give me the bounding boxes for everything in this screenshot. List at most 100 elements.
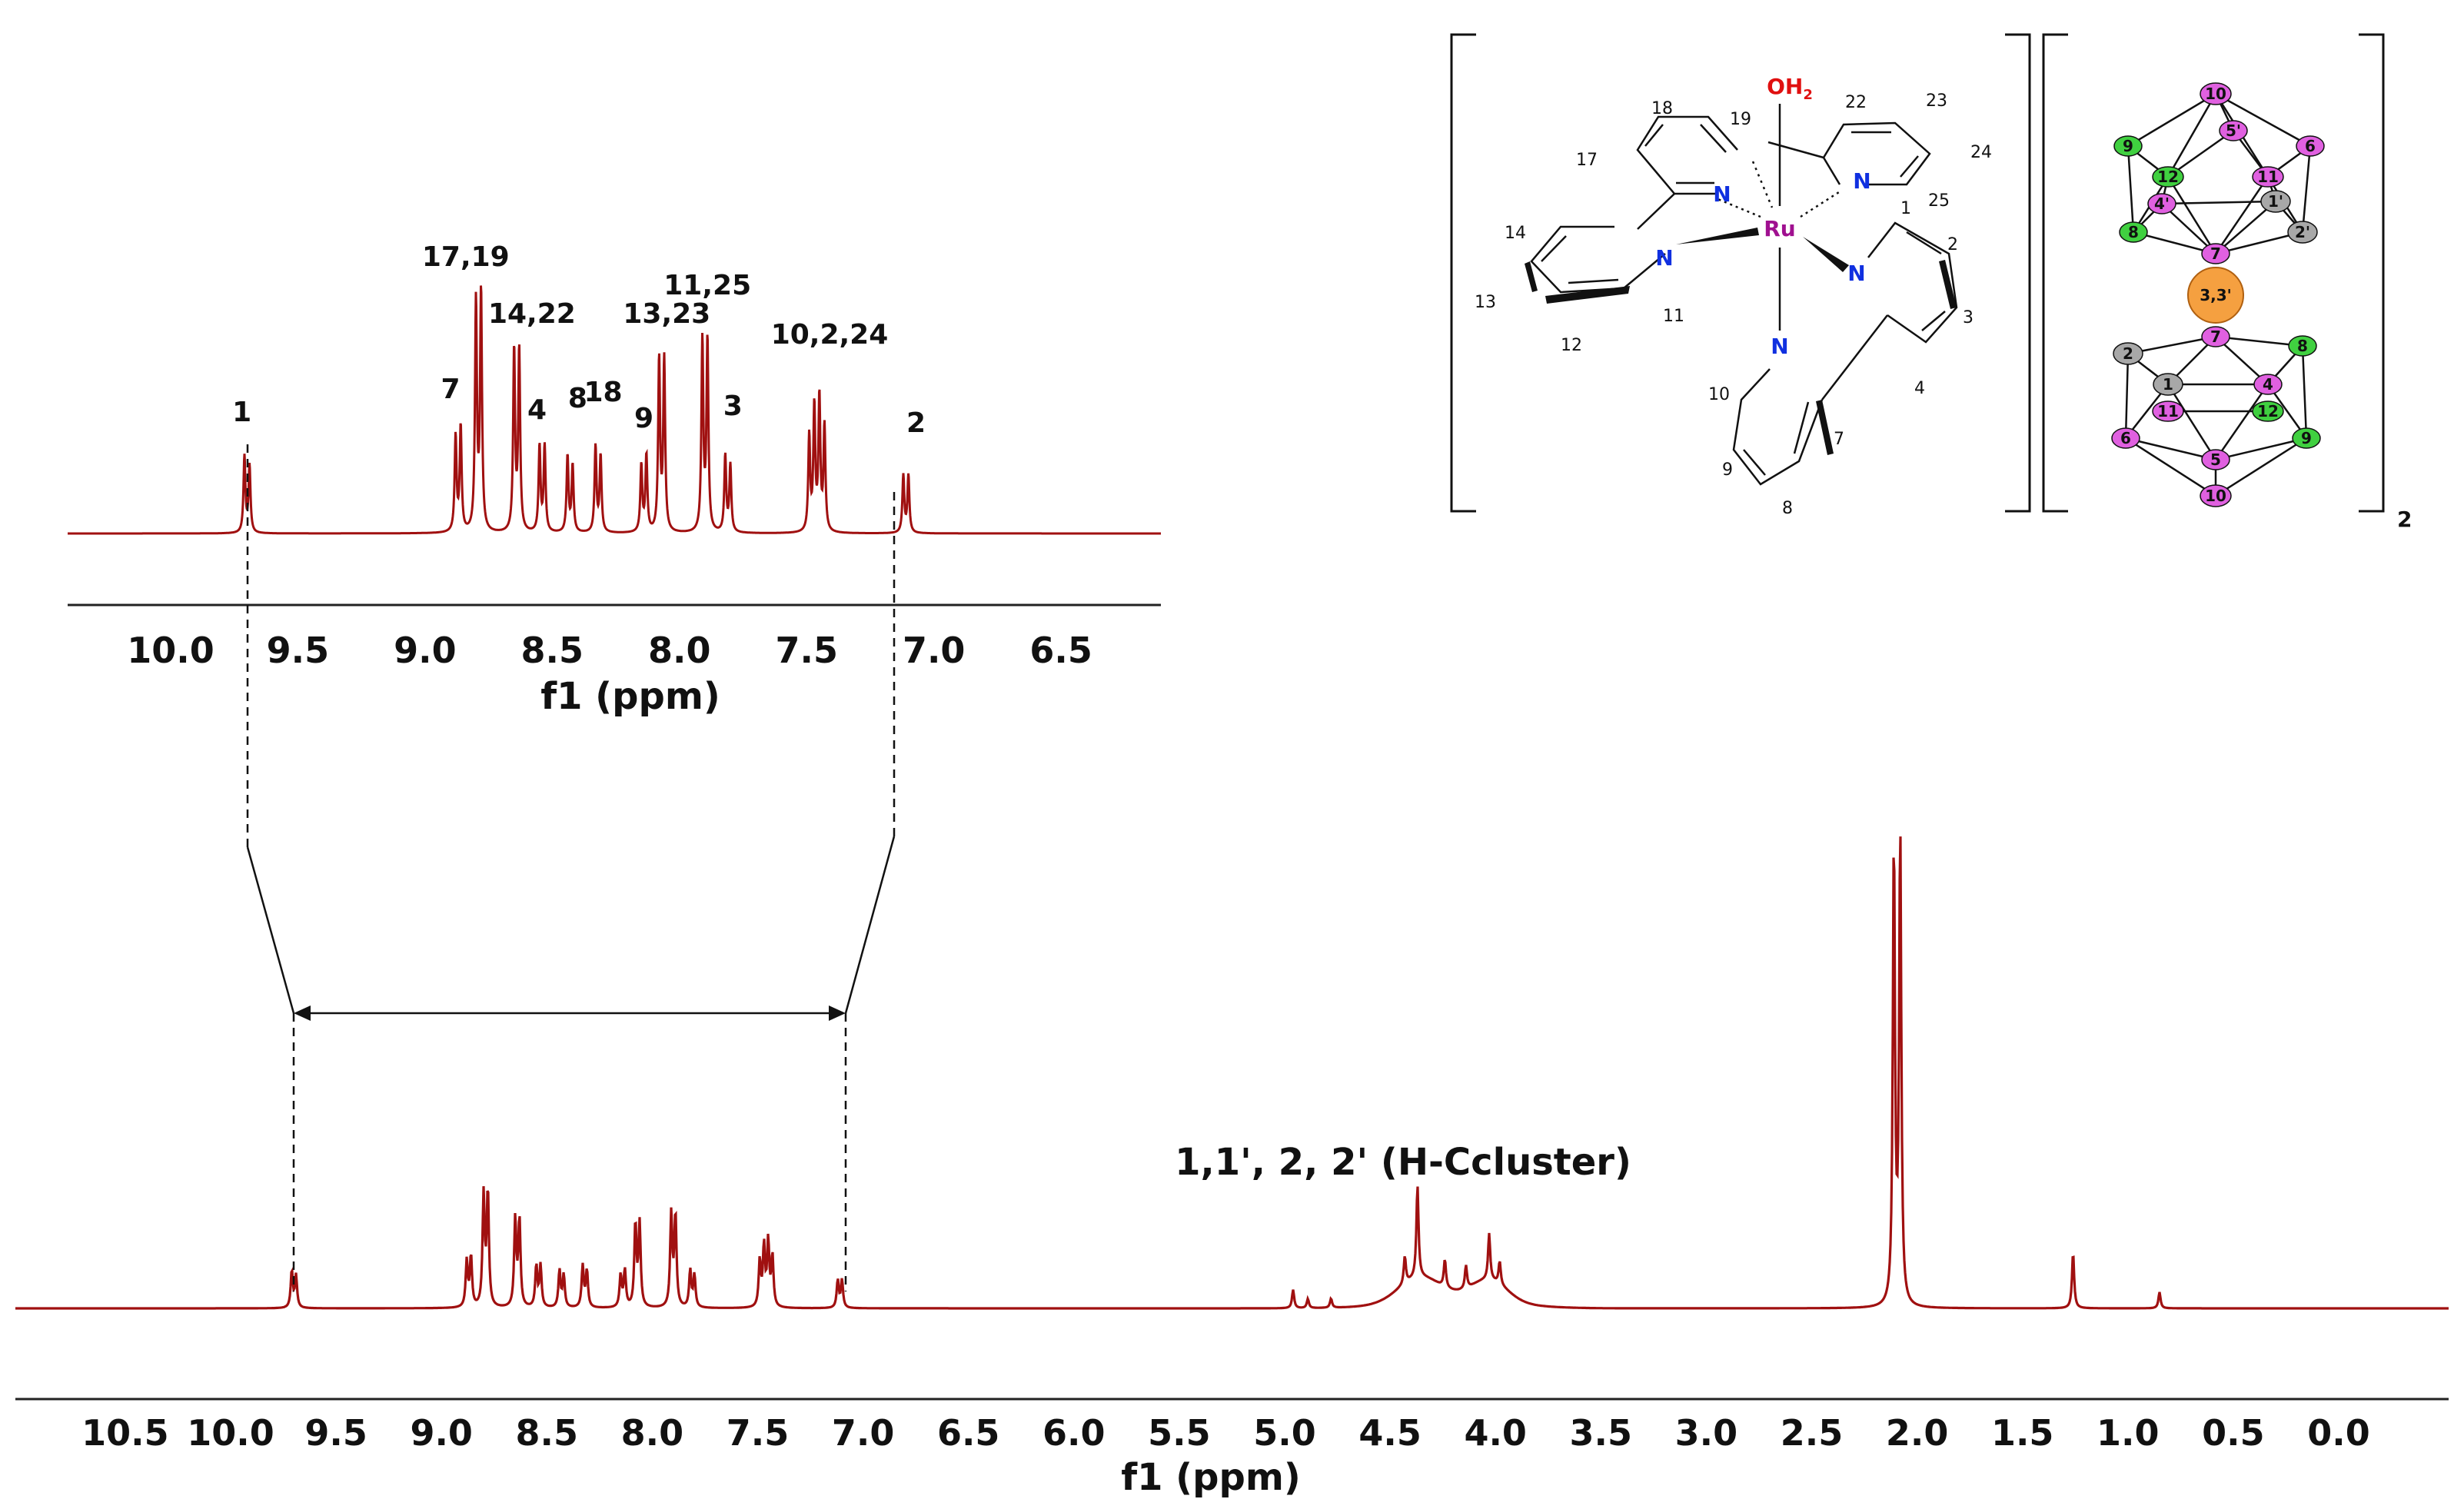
inset-peak-label: 3 (723, 391, 743, 422)
svg-text:9: 9 (1722, 460, 1733, 480)
main-tick-label: 2.0 (1886, 1412, 1949, 1454)
main-tick-label: 1.5 (1991, 1412, 2054, 1454)
svg-text:13: 13 (1475, 293, 1496, 312)
inset-spectrum-trace (68, 285, 1161, 535)
svg-text:23: 23 (1926, 91, 1947, 111)
cobalt-label: 3,3' (2200, 286, 2232, 304)
svg-text:18: 18 (1651, 99, 1673, 118)
arrow-head-left (294, 1005, 311, 1021)
main-tick-label: 8.5 (516, 1412, 579, 1454)
svg-text:6: 6 (2305, 137, 2316, 155)
inset-peak-label: 10,2,24 (771, 319, 889, 351)
svg-text:9: 9 (2301, 429, 2312, 447)
slant-left (246, 846, 295, 1014)
main-tick-label: 8.0 (621, 1412, 684, 1454)
inset-peak-label: 4 (527, 394, 547, 426)
inset-peak-label: 2 (906, 407, 926, 439)
aqua-ligand: OH2 (1767, 74, 1813, 103)
inset-tick-label: 7.5 (776, 630, 839, 671)
inset-tick-label: 9.5 (267, 630, 330, 671)
inset-tick-label: 7.0 (903, 630, 966, 671)
svg-text:8: 8 (2128, 223, 2139, 241)
counter-charge: 2 (2397, 507, 2412, 532)
main-tick-label: 4.0 (1464, 1412, 1527, 1454)
inset-tick-label: 8.5 (521, 630, 584, 671)
svg-text:10: 10 (2205, 487, 2226, 505)
main-spectrum: 10.5 10.0 9.5 9.0 8.5 8.0 7.5 7.0 6.5 6.0 5.5 5.0 4.… (15, 836, 2449, 1499)
main-tick-label: 0.5 (2202, 1412, 2265, 1454)
atom-numbers: 1 2 3 4 7 8 9 10 11 12 13 14 17 18 19 22… (1475, 91, 1992, 518)
arrow-head-right (829, 1005, 846, 1021)
bracket-left (1450, 33, 1476, 513)
svg-text:11: 11 (2157, 402, 2179, 420)
cluster-annotation: 1,1', 2, 2' (H-Ccluster) (1175, 1141, 1631, 1184)
inset-tick-label: 10.0 (127, 630, 214, 671)
cobaltabisdicarbollide-structure: 2 10 5' 9 12 11 (2042, 33, 2412, 532)
main-tick-labels: 10.5 10.0 9.5 9.0 8.5 8.0 7.5 7.0 6.5 6.0 5.5 5.0 4.… (81, 1412, 2370, 1454)
svg-text:1: 1 (2163, 375, 2173, 394)
svg-text:19: 19 (1730, 110, 1751, 129)
main-x-axis-label: f1 (ppm) (1121, 1456, 1301, 1499)
svg-text:6: 6 (2120, 429, 2131, 447)
svg-text:5': 5' (2226, 121, 2241, 140)
inset-peak-label: 8 (568, 383, 587, 414)
svg-text:8: 8 (1782, 499, 1793, 518)
main-tick-label: 5.0 (1253, 1412, 1316, 1454)
inset-tick-label: 9.0 (394, 630, 457, 671)
svg-text:12: 12 (2257, 402, 2279, 420)
slant-right (844, 836, 896, 1014)
svg-text:4': 4' (2154, 194, 2170, 213)
main-tick-label: 3.0 (1675, 1412, 1738, 1454)
main-tick-label: 6.5 (937, 1412, 1000, 1454)
svg-text:5: 5 (2210, 450, 2221, 469)
lower-cage-atoms: 7 8 2 1 4 11 12 6 5 9 10 (2111, 326, 2321, 507)
svg-text:11: 11 (2257, 168, 2279, 186)
svg-text:12: 12 (1561, 336, 1582, 355)
main-tick-label: 0.0 (2307, 1412, 2370, 1454)
main-tick-label: 5.5 (1148, 1412, 1211, 1454)
main-tick-label: 10.5 (81, 1412, 169, 1454)
inset-peak-label: 14,22 (488, 298, 576, 330)
inset-spectrum: 10.0 9.5 9.0 8.5 8.0 7.5 7.0 6.5 f1 (ppm) 1 7 17,… (68, 241, 1161, 718)
svg-text:12: 12 (2157, 168, 2179, 186)
svg-text:1: 1 (1900, 199, 1911, 218)
inset-tick-label: 6.5 (1029, 630, 1092, 671)
ru-complex-structure: Ru OH2 N N N N N 1 2 3 4 7 8 9 10 11 12 … (1450, 33, 2031, 518)
main-spectrum-trace (15, 836, 2449, 1310)
svg-text:24: 24 (1970, 143, 1992, 162)
nitrogen-2: N (1853, 168, 1870, 194)
zoom-connectors (246, 444, 896, 1291)
main-tick-label: 7.5 (727, 1412, 790, 1454)
inset-x-axis-label: f1 (ppm) (540, 675, 720, 718)
svg-text:11: 11 (1663, 307, 1684, 326)
svg-text:7: 7 (2210, 327, 2221, 346)
inset-peak-label: 1 (232, 397, 251, 428)
nitrogen-4: N (1847, 261, 1865, 286)
inset-peak-label: 7 (441, 374, 460, 405)
svg-text:4: 4 (2263, 375, 2273, 394)
inset-tick-labels: 10.0 9.5 9.0 8.5 8.0 7.5 7.0 6.5 (127, 630, 1092, 671)
inset-peak-label: 17,19 (422, 241, 510, 273)
svg-text:8: 8 (2297, 337, 2308, 355)
svg-text:2': 2' (2295, 223, 2310, 241)
main-tick-label: 9.0 (410, 1412, 473, 1454)
svg-text:1': 1' (2268, 192, 2283, 211)
main-tick-label: 3.5 (1570, 1412, 1633, 1454)
svg-text:2: 2 (1947, 235, 1958, 254)
inset-tick-label: 8.0 (648, 630, 711, 671)
nitrogen-5: N (1771, 334, 1788, 359)
main-tick-label: 4.5 (1358, 1412, 1422, 1454)
cobalt-atom (2187, 267, 2244, 324)
bracket-mid-left (2005, 33, 2031, 513)
svg-text:4: 4 (1914, 379, 1925, 398)
main-tick-label: 1.0 (2097, 1412, 2160, 1454)
svg-text:14: 14 (1505, 224, 1526, 243)
inset-peak-label: 9 (634, 403, 653, 434)
inset-peak-label: 13,23 (623, 298, 710, 330)
main-tick-label: 2.5 (1781, 1412, 1844, 1454)
nitrogen-1: N (1713, 181, 1731, 207)
svg-text:22: 22 (1845, 93, 1867, 112)
svg-text:3: 3 (1963, 308, 1974, 327)
ru-center: Ru (1764, 216, 1796, 241)
